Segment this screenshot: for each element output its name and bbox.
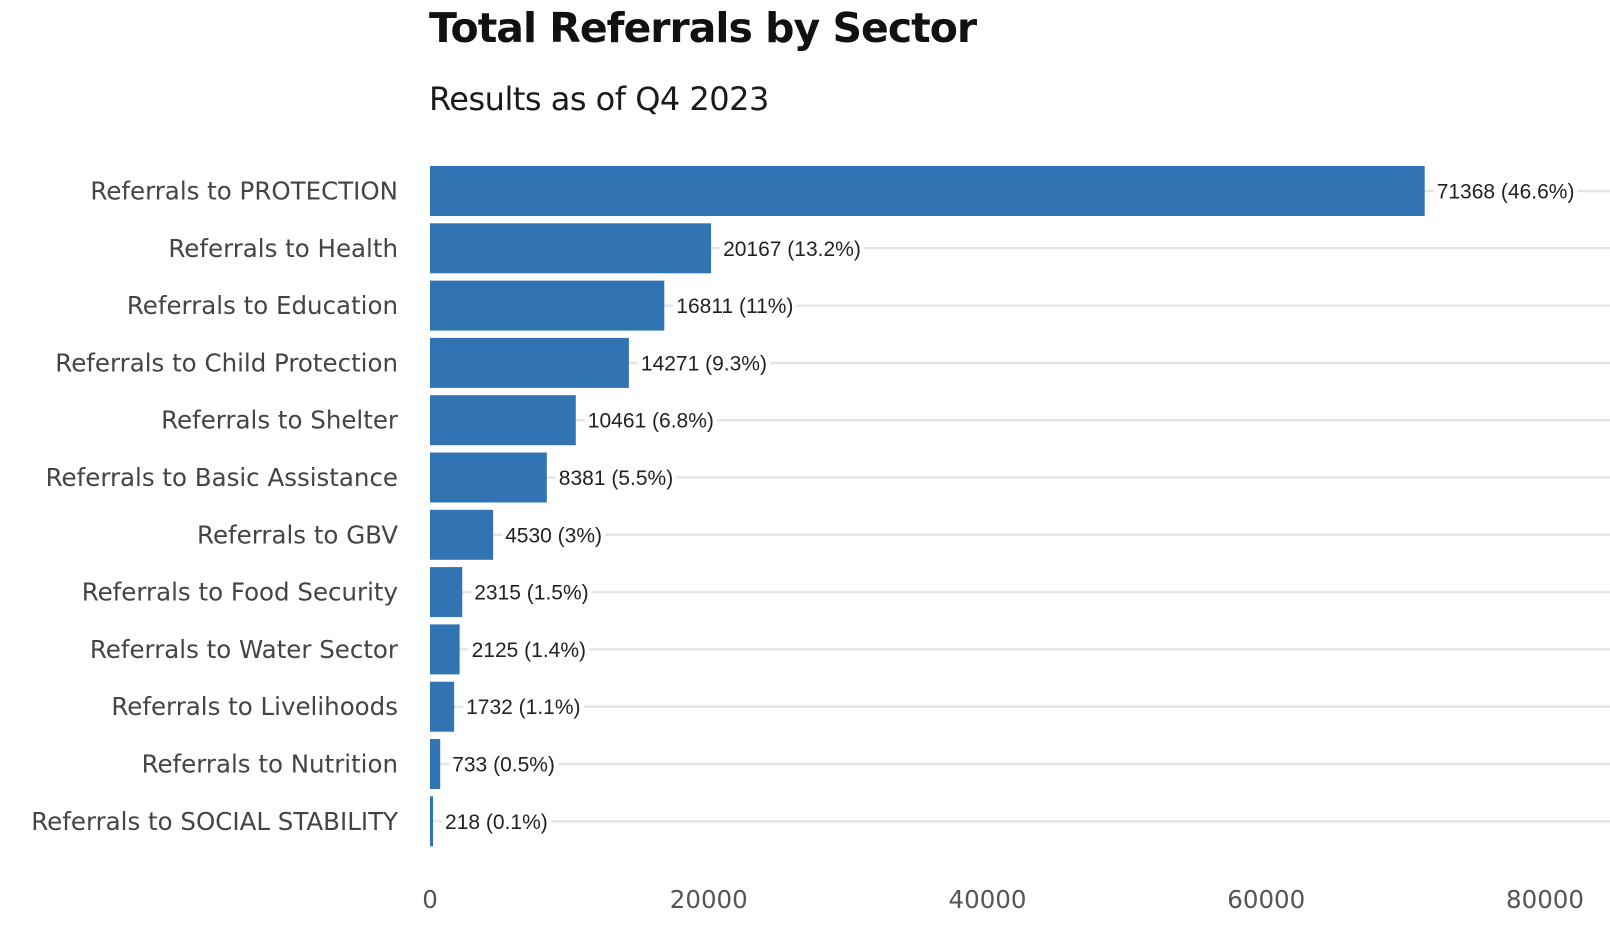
- value-label: 1732 (1.1%): [466, 696, 580, 719]
- category-label: Referrals to Water Sector: [90, 635, 399, 664]
- value-label-background: [442, 809, 551, 835]
- value-label: 20167 (13.2%): [723, 238, 861, 261]
- category-label: Referrals to Child Protection: [55, 348, 398, 377]
- x-tick-label: 80000: [1506, 885, 1584, 914]
- value-label: 4530 (3%): [505, 524, 602, 547]
- value-label: 733 (0.5%): [452, 754, 555, 777]
- value-label: 71368 (46.6%): [1437, 181, 1575, 204]
- bar: [430, 223, 712, 274]
- bar: [430, 509, 494, 560]
- category-label: Referrals to Nutrition: [142, 750, 398, 779]
- bar: [430, 567, 463, 618]
- value-label: 218 (0.1%): [445, 811, 548, 834]
- value-label-background: [463, 695, 584, 721]
- bar: [430, 395, 576, 446]
- bar: [430, 452, 547, 503]
- x-tick-label: 40000: [949, 885, 1027, 914]
- category-label: Referrals to Education: [127, 291, 398, 320]
- value-label-background: [468, 637, 590, 663]
- category-label: Referrals to Basic Assistance: [46, 463, 398, 492]
- category-label: Referrals to GBV: [197, 520, 398, 549]
- category-label: Referrals to PROTECTION: [90, 177, 398, 206]
- value-label-background: [720, 236, 864, 262]
- bar: [430, 681, 455, 732]
- category-label: Referrals to SOCIAL STABILITY: [31, 807, 399, 836]
- value-label: 10461 (6.8%): [588, 410, 714, 433]
- value-label-background: [637, 351, 770, 377]
- value-label: 16811 (11%): [676, 295, 793, 318]
- bar: [430, 166, 1425, 216]
- value-label: 2125 (1.4%): [472, 639, 586, 662]
- chart-title: Total Referrals by Sector: [429, 4, 977, 52]
- value-label: 14271 (9.3%): [641, 352, 767, 375]
- bar: [430, 337, 629, 388]
- category-label: Referrals to Food Security: [82, 578, 398, 607]
- value-label: 8381 (5.5%): [559, 467, 673, 490]
- value-label: 2315 (1.5%): [474, 582, 588, 605]
- value-label-background: [673, 294, 797, 320]
- x-tick-label: 20000: [670, 885, 748, 914]
- bar: [430, 624, 460, 675]
- bar: [430, 796, 434, 847]
- value-label-background: [449, 752, 558, 778]
- value-label-background: [471, 580, 592, 606]
- bar: [430, 739, 441, 789]
- category-label: Referrals to Livelihoods: [111, 692, 398, 721]
- value-label-background: [584, 408, 717, 434]
- bar: [430, 280, 665, 331]
- x-tick-label: 60000: [1227, 885, 1305, 914]
- chart-subtitle: Results as of Q4 2023: [429, 80, 769, 118]
- value-label-background: [502, 523, 606, 549]
- x-tick-label: 0: [422, 885, 438, 914]
- category-label: Referrals to Shelter: [161, 406, 399, 435]
- value-label-background: [555, 466, 677, 491]
- value-label-background: [1433, 179, 1578, 205]
- category-label: Referrals to Health: [168, 234, 398, 263]
